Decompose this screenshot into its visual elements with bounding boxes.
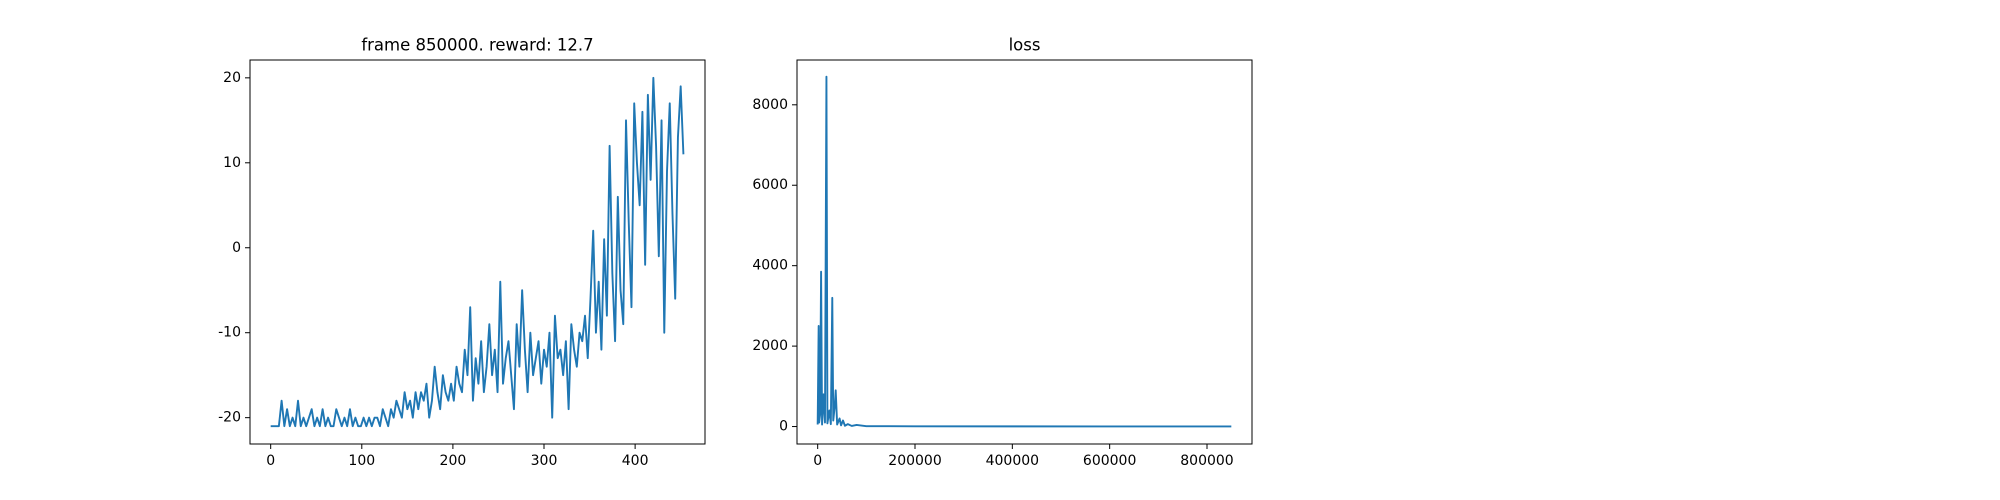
chart-title: frame 850000. reward: 12.7 xyxy=(361,36,593,55)
chart-title: loss xyxy=(1009,36,1041,55)
x-tick-label: 100 xyxy=(348,453,375,469)
x-tick-label: 400 xyxy=(622,453,649,469)
x-tick-label: 800000 xyxy=(1180,453,1233,469)
y-tick-label: 0 xyxy=(779,419,788,435)
x-tick-label: 400000 xyxy=(986,453,1039,469)
x-tick-label: 200 xyxy=(440,453,467,469)
y-tick-label: 4000 xyxy=(752,258,788,274)
y-tick-label: -20 xyxy=(218,410,241,426)
y-tick-label: 8000 xyxy=(752,97,788,113)
y-tick-label: 2000 xyxy=(752,338,788,354)
line xyxy=(270,76,685,428)
line xyxy=(816,75,1232,428)
x-tick-label: 600000 xyxy=(1083,453,1136,469)
axes-frame xyxy=(249,59,706,445)
x-tick-label: 0 xyxy=(813,453,822,469)
y-tick-label: 6000 xyxy=(752,177,788,193)
y-tick-label: 20 xyxy=(223,70,241,86)
x-tick-label: 200000 xyxy=(888,453,941,469)
y-tick-label: 10 xyxy=(223,155,241,171)
y-tick-label: 0 xyxy=(232,240,241,256)
x-tick-label: 300 xyxy=(531,453,558,469)
x-tick-label: 0 xyxy=(266,453,275,469)
y-tick-label: -10 xyxy=(218,325,241,341)
axes-frame xyxy=(796,59,1253,445)
